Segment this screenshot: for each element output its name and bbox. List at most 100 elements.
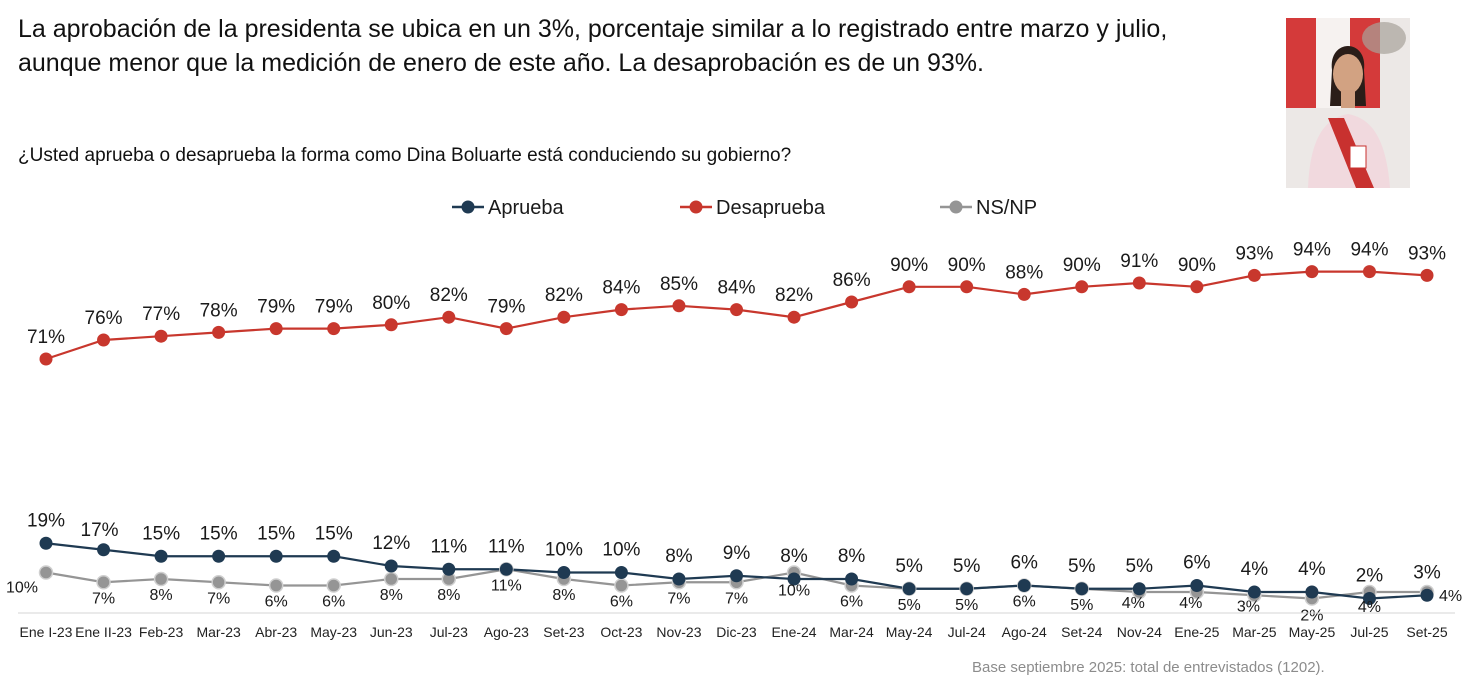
aprueba-value-label-17: 5% [953,556,981,577]
aprueba-point-6 [327,549,341,563]
x-tick-label-13: Dic-23 [716,624,757,640]
desaprueba-point-14 [787,310,801,324]
aprueba-value-label-3: 15% [142,523,180,544]
aprueba-point-5 [269,549,283,563]
ns-np-point-4 [211,575,226,590]
aprueba-value-label-11: 10% [602,540,640,561]
aprueba-point-11 [614,566,628,579]
aprueba-point-12 [672,572,686,586]
desaprueba-point-10 [557,310,571,324]
aprueba-point-18 [1017,579,1031,592]
ns-np-point-11 [614,578,629,593]
aprueba-value-label-23: 4% [1298,559,1326,580]
ns-np-point-1 [38,565,54,580]
desaprueba-point-9 [499,322,513,336]
desaprueba-value-label-12: 85% [660,274,698,295]
desaprueba-point-19 [1075,280,1089,294]
aprueba-value-label-15: 8% [838,546,866,567]
x-tick-label-14: Ene-24 [771,624,816,640]
desaprueba-point-22 [1247,268,1261,282]
ns-np-value-label-22: 3% [1237,598,1260,615]
aprueba-value-label-10: 10% [545,540,583,561]
x-axis: Ene I-23 Ene II-23 Feb-23 Mar-23 Abr-23 May-2… [18,612,1455,640]
aprueba-point-10 [557,566,571,579]
x-tick-label-16: May-24 [886,624,933,640]
ns-np-point-6 [326,578,341,593]
aprueba-value-label-7: 12% [372,533,410,554]
desaprueba-value-label-3: 77% [142,304,180,325]
aprueba-point-16 [902,582,916,596]
x-tick-label-19: Set-24 [1061,624,1102,640]
legend-item-aprueba: Aprueba [452,197,564,219]
desaprueba-point-24 [1362,265,1376,279]
x-tick-label-6: May-23 [310,624,357,640]
ns-np-value-label-3: 8% [150,587,173,604]
desaprueba-value-label-13: 84% [717,278,755,299]
desaprueba-point-12 [672,299,686,313]
desaprueba-point-20 [1132,276,1146,290]
desaprueba-point-18 [1017,287,1031,301]
desaprueba-value-label-2: 76% [85,308,123,329]
headline: La aprobación de la presidenta se ubica … [18,15,1168,77]
ns-np-point-7 [384,571,399,587]
desaprueba-point-8 [442,310,456,324]
desaprueba-point-6 [327,322,341,336]
aprueba-point-23 [1305,585,1319,599]
x-tick-label-24: Jul-25 [1350,624,1388,640]
x-tick-label-8: Jul-23 [430,624,468,640]
ns-np-value-label-25: 4% [1439,588,1462,605]
desaprueba-point-11 [614,303,628,317]
ns-np-point-5 [268,578,284,593]
x-tick-label-22: Mar-25 [1232,624,1277,640]
x-tick-label-10: Set-23 [543,624,584,640]
aprueba-value-label-19: 5% [1068,556,1096,577]
aprueba-value-label-22: 4% [1241,559,1269,580]
x-tick-label-4: Mar-23 [196,624,241,640]
ns-np-value-label-7: 8% [380,587,403,604]
ns-np-value-label-23: 2% [1300,608,1323,625]
aprueba-value-label-24: 2% [1356,566,1384,587]
desaprueba-value-label-4: 78% [200,300,238,321]
desaprueba-point-23 [1305,265,1319,279]
aprueba-point-21 [1190,579,1204,592]
aprueba-point-9 [499,562,513,576]
desaprueba-point-15 [845,295,859,309]
legend-label-aprueba: Aprueba [488,197,564,219]
desaprueba-point-5 [269,322,283,336]
ns-np-value-label-12: 7% [667,590,690,607]
ns-np-value-label-15: 6% [840,594,863,611]
aprueba-point-4 [212,549,226,563]
aprueba-value-label-8: 11% [430,536,467,557]
ns-np-value-label-19: 5% [1070,597,1093,614]
aprueba-value-label-16: 5% [895,556,923,577]
aprueba-point-3 [154,549,168,563]
desaprueba-value-label-10: 82% [545,285,583,306]
aprueba-point-15 [845,572,859,586]
legend-label-desaprueba: Desaprueba [716,197,826,219]
desaprueba-value-label-9: 79% [487,297,525,318]
legend: Aprueba Desaprueba NS/NP [452,197,1037,219]
ns-np-value-label-1: 10% [6,580,38,597]
aprueba-point-1 [39,536,53,550]
x-tick-label-1: Ene I-23 [20,624,73,640]
aprueba-point-13 [730,569,743,583]
aprueba-value-label-12: 8% [665,546,693,567]
ns-np-value-label-5: 6% [265,594,288,611]
desaprueba-value-label-14: 82% [775,285,813,306]
footnote: Base septiembre 2025: total de entrevist… [972,659,1325,676]
desaprueba-point-4 [212,325,226,339]
desaprueba-value-label-1: 71% [27,327,65,348]
aprueba-value-label-9: 11% [488,536,525,557]
x-tick-label-25: Set-25 [1406,624,1447,640]
desaprueba-value-label-7: 80% [372,293,410,314]
x-tick-label-23: May-25 [1289,624,1336,640]
ns-np-value-label-10: 8% [552,587,575,604]
x-tick-label-12: Nov-23 [656,624,701,640]
ns-np-value-label-4: 7% [207,590,230,607]
aprueba-value-label-25: 3% [1413,562,1441,583]
x-tick-label-7: Jun-23 [370,624,413,640]
ns-np-value-label-2: 7% [92,590,115,607]
desaprueba-value-label-16: 90% [890,255,928,276]
ns-np-value-label-24: 4% [1358,599,1381,616]
